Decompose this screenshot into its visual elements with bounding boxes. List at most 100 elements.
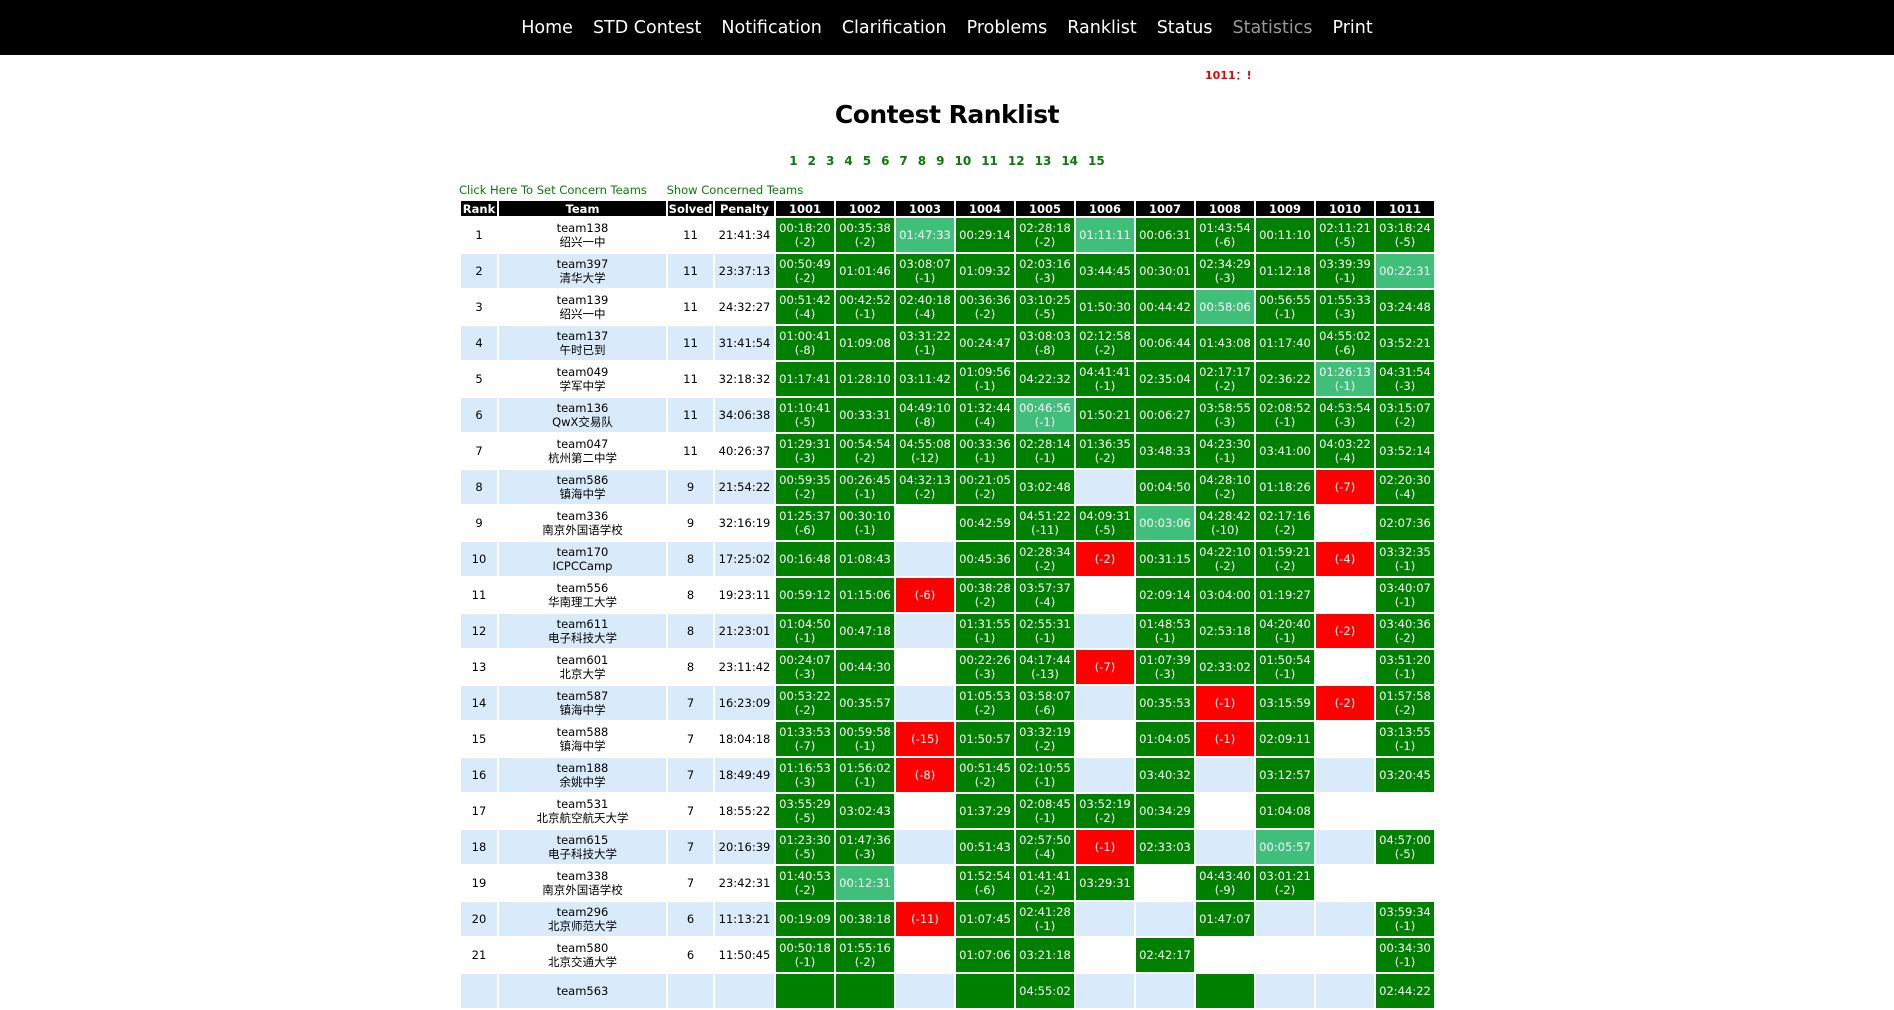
problem-header-1011[interactable]: 1011: [1376, 201, 1434, 216]
problem-cell[interactable]: 01:07:06: [956, 938, 1014, 972]
problem-cell[interactable]: 00:30:10 (-1): [836, 506, 894, 540]
problem-cell[interactable]: 01:17:40: [1256, 326, 1314, 360]
problem-cell[interactable]: 01:41:41 (-2): [1016, 866, 1074, 900]
problem-cell[interactable]: 00:06:44: [1136, 326, 1194, 360]
problem-cell[interactable]: 01:55:33 (-3): [1316, 290, 1374, 324]
nav-item-ranklist[interactable]: Ranklist: [1067, 17, 1137, 38]
problem-cell[interactable]: 03:55:29 (-5): [776, 794, 834, 828]
page-link-9[interactable]: 9: [936, 154, 945, 168]
problem-cell[interactable]: 02:57:50 (-4): [1016, 830, 1074, 864]
problem-cell[interactable]: 02:42:17: [1136, 938, 1194, 972]
problem-cell[interactable]: 03:39:39 (-1): [1316, 254, 1374, 288]
problem-cell[interactable]: 01:10:41 (-5): [776, 398, 834, 432]
problem-cell[interactable]: [836, 974, 894, 1008]
problem-cell[interactable]: 01:56:02 (-1): [836, 758, 894, 792]
problem-cell[interactable]: 01:01:46: [836, 254, 894, 288]
problem-cell[interactable]: 01:09:32: [956, 254, 1014, 288]
problem-cell[interactable]: 04:55:08 (-12): [896, 434, 954, 468]
problem-cell[interactable]: 04:32:13 (-2): [896, 470, 954, 504]
problem-cell[interactable]: 02:17:16 (-2): [1256, 506, 1314, 540]
problem-cell[interactable]: 01:09:08: [836, 326, 894, 360]
problem-cell[interactable]: (-1): [1196, 686, 1254, 720]
problem-cell[interactable]: 01:11:11: [1076, 218, 1134, 252]
problem-cell[interactable]: 00:30:01: [1136, 254, 1194, 288]
problem-cell[interactable]: 02:40:18 (-4): [896, 290, 954, 324]
problem-cell[interactable]: 04:17:44 (-13): [1016, 650, 1074, 684]
problem-cell[interactable]: 03:01:21 (-2): [1256, 866, 1314, 900]
problem-cell[interactable]: 00:06:31: [1136, 218, 1194, 252]
problem-cell[interactable]: 03:11:42: [896, 362, 954, 396]
problem-cell[interactable]: (-7): [1316, 470, 1374, 504]
nav-item-home[interactable]: Home: [521, 17, 573, 38]
problem-cell[interactable]: 02:33:02: [1196, 650, 1254, 684]
problem-cell[interactable]: 03:32:19 (-2): [1016, 722, 1074, 756]
problem-cell[interactable]: 02:08:52 (-1): [1256, 398, 1314, 432]
page-link-1[interactable]: 1: [789, 154, 798, 168]
problem-cell[interactable]: 02:09:14: [1136, 578, 1194, 612]
problem-cell[interactable]: 04:20:40 (-1): [1256, 614, 1314, 648]
team-cell[interactable]: team049 学军中学: [499, 362, 666, 396]
team-cell[interactable]: team601 北京大学: [499, 650, 666, 684]
nav-item-std-contest[interactable]: STD Contest: [592, 17, 702, 38]
problem-cell[interactable]: 01:09:56 (-1): [956, 362, 1014, 396]
problem-cell[interactable]: 02:44:22: [1376, 974, 1434, 1008]
problem-cell[interactable]: 01:47:33: [896, 218, 954, 252]
problem-cell[interactable]: (-2): [1076, 542, 1134, 576]
problem-cell[interactable]: 02:28:34 (-2): [1016, 542, 1074, 576]
problem-cell[interactable]: 00:42:59: [956, 506, 1014, 540]
problem-cell[interactable]: 00:50:18 (-1): [776, 938, 834, 972]
nav-item-print[interactable]: Print: [1332, 17, 1373, 38]
problem-cell[interactable]: 01:23:30 (-5): [776, 830, 834, 864]
problem-cell[interactable]: 01:43:08: [1196, 326, 1254, 360]
problem-cell[interactable]: (-15): [896, 722, 954, 756]
problem-cell[interactable]: 02:33:03: [1136, 830, 1194, 864]
problem-cell[interactable]: 00:33:31: [836, 398, 894, 432]
problem-cell[interactable]: 01:25:37 (-6): [776, 506, 834, 540]
problem-header-1007[interactable]: 1007: [1136, 201, 1194, 216]
problem-cell[interactable]: 00:51:43: [956, 830, 1014, 864]
problem-cell[interactable]: 01:07:39 (-3): [1136, 650, 1194, 684]
problem-cell[interactable]: 01:28:10: [836, 362, 894, 396]
problem-cell[interactable]: 00:42:52 (-1): [836, 290, 894, 324]
problem-cell[interactable]: 03:52:19 (-2): [1076, 794, 1134, 828]
problem-cell[interactable]: 00:06:27: [1136, 398, 1194, 432]
problem-cell[interactable]: 00:12:31: [836, 866, 894, 900]
problem-cell[interactable]: 01:59:21 (-2): [1256, 542, 1314, 576]
page-link-14[interactable]: 14: [1061, 154, 1079, 168]
problem-cell[interactable]: (-8): [896, 758, 954, 792]
problem-cell[interactable]: 03:40:32: [1136, 758, 1194, 792]
problem-cell[interactable]: 04:22:32: [1016, 362, 1074, 396]
problem-cell[interactable]: 03:59:34 (-1): [1376, 902, 1434, 936]
problem-cell[interactable]: 03:58:07 (-6): [1016, 686, 1074, 720]
problem-cell[interactable]: 03:15:07 (-2): [1376, 398, 1434, 432]
page-link-4[interactable]: 4: [844, 154, 853, 168]
problem-cell[interactable]: 03:57:37 (-4): [1016, 578, 1074, 612]
problem-cell[interactable]: 03:10:25 (-5): [1016, 290, 1074, 324]
page-link-13[interactable]: 13: [1034, 154, 1052, 168]
problem-cell[interactable]: 01:52:54 (-6): [956, 866, 1014, 900]
page-link-11[interactable]: 11: [981, 154, 998, 168]
problem-cell[interactable]: 01:55:16 (-2): [836, 938, 894, 972]
problem-cell[interactable]: 01:07:45: [956, 902, 1014, 936]
problem-cell[interactable]: 00:53:22 (-2): [776, 686, 834, 720]
problem-cell[interactable]: 03:52:14: [1376, 434, 1434, 468]
problem-cell[interactable]: 00:03:06: [1136, 506, 1194, 540]
problem-cell[interactable]: 00:33:36 (-1): [956, 434, 1014, 468]
problem-cell[interactable]: 01:47:36 (-3): [836, 830, 894, 864]
problem-cell[interactable]: 01:50:57: [956, 722, 1014, 756]
problem-cell[interactable]: 00:44:42: [1136, 290, 1194, 324]
problem-cell[interactable]: 02:17:17 (-2): [1196, 362, 1254, 396]
problem-cell[interactable]: 00:24:07 (-3): [776, 650, 834, 684]
problem-cell[interactable]: 03:18:24 (-5): [1376, 218, 1434, 252]
problem-cell[interactable]: 01:40:53 (-2): [776, 866, 834, 900]
problem-cell[interactable]: 00:11:10: [1256, 218, 1314, 252]
team-cell[interactable]: team580 北京交通大学: [499, 938, 666, 972]
problem-cell[interactable]: 03:58:55 (-3): [1196, 398, 1254, 432]
problem-cell[interactable]: 03:21:18: [1016, 938, 1074, 972]
problem-cell[interactable]: 03:15:59: [1256, 686, 1314, 720]
problem-cell[interactable]: 03:04:00: [1196, 578, 1254, 612]
problem-cell[interactable]: 01:37:29: [956, 794, 1014, 828]
problem-cell[interactable]: 01:48:53 (-1): [1136, 614, 1194, 648]
problem-cell[interactable]: 00:26:45 (-1): [836, 470, 894, 504]
problem-header-1009[interactable]: 1009: [1256, 201, 1314, 216]
